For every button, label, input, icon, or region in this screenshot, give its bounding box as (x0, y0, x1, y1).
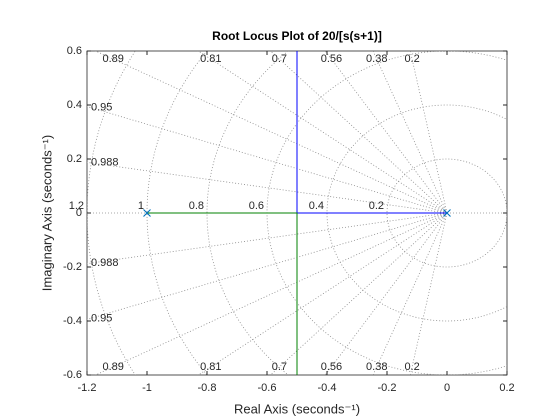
damping-label: 0.81 (200, 361, 221, 373)
damping-label: 0.89 (103, 361, 124, 373)
y-tick-label: 0.4 (67, 99, 82, 111)
damping-label: 0.7 (272, 361, 287, 373)
y-tick-label: 0 (76, 207, 82, 219)
y-tick-label: 0.2 (67, 153, 82, 165)
y-tick-label: -0.2 (63, 261, 82, 273)
damping-label: 0.7 (272, 53, 287, 65)
damping-label: 0.38 (366, 361, 387, 373)
x-axis-label: Real Axis (seconds⁻¹) (234, 401, 360, 416)
locus-branch (147, 212, 298, 375)
x-tick-label: -1.2 (78, 382, 97, 394)
x-tick-label: -0.8 (198, 382, 217, 394)
x-tick-label: -0.4 (318, 382, 337, 394)
damping-label: 0.2 (404, 53, 419, 65)
damping-label: 0.2 (404, 361, 419, 373)
x-tick-label: -0.2 (378, 382, 397, 394)
damping-ray (94, 51, 448, 214)
data (147, 51, 447, 375)
damping-label: 0.95 (91, 313, 112, 325)
x-tick-label: -1 (142, 382, 152, 394)
damping-label: 0.81 (200, 53, 221, 65)
damping-label: 0.89 (103, 53, 124, 65)
y-tick-label: -0.6 (63, 369, 82, 381)
frequency-label: 1 (138, 200, 144, 212)
y-tick-label: 0.6 (67, 45, 82, 57)
y-tick-label: -0.4 (63, 315, 82, 327)
chart-title: Root Locus Plot of 20/[s(s+1)] (212, 29, 382, 43)
damping-label: 0.988 (91, 157, 119, 169)
x-tick-label: 0 (444, 382, 450, 394)
frequency-label: 0.6 (249, 200, 264, 212)
damping-ray (409, 51, 448, 214)
x-tick-label: 0.2 (499, 382, 514, 394)
damping-ray (94, 212, 448, 375)
damping-ray (409, 212, 448, 375)
frequency-label: 0.4 (309, 200, 324, 212)
x-tick-label: -0.6 (258, 382, 277, 394)
damping-label: 0.56 (321, 53, 342, 65)
pole-marker (443, 209, 451, 217)
frequency-label: 0.8 (189, 200, 204, 212)
frequency-circle (326, 104, 507, 322)
damping-label: 0.38 (366, 53, 387, 65)
pole-marker (143, 209, 151, 217)
damping-label: 0.95 (91, 101, 112, 113)
frequency-label: 0.2 (369, 200, 384, 212)
damping-label: 0.56 (321, 361, 342, 373)
frequency-label: 1.2 (69, 200, 84, 212)
damping-label: 0.988 (91, 257, 119, 269)
y-axis-label: Imaginary Axis (seconds⁻¹) (39, 135, 54, 291)
